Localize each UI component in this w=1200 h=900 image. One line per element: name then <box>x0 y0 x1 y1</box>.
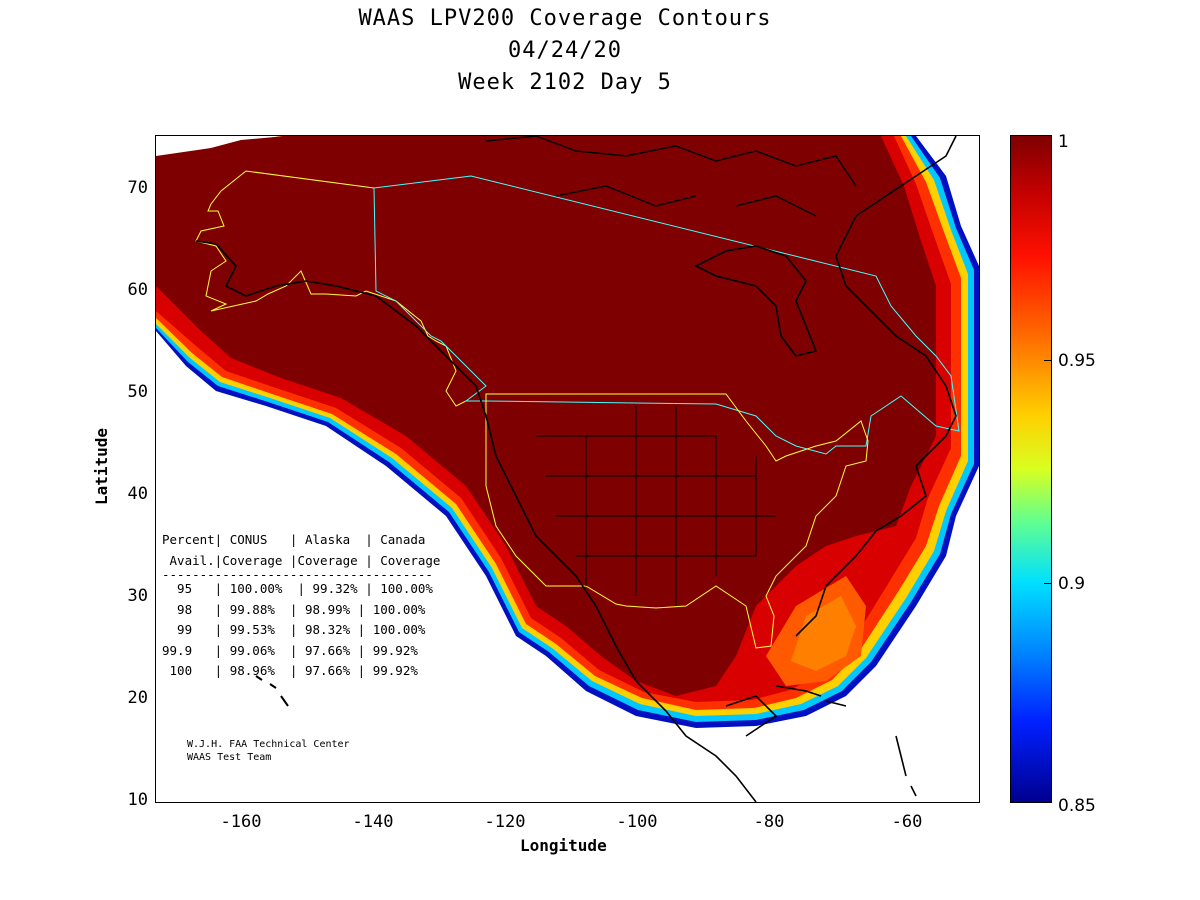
chart-week: Week 2102 Day 5 <box>458 70 672 95</box>
table-row: 98 | 99.88% | 98.99% | 100.00% <box>162 601 426 617</box>
coverage-map <box>156 136 979 802</box>
coastline-north-america <box>195 136 957 802</box>
colorbar-tick-label: 1 <box>1058 132 1069 152</box>
y-tick-label: 20 <box>127 688 148 708</box>
x-tick-label: -140 <box>352 812 394 832</box>
chart-title: WAAS LPV200 Coverage Contours <box>358 6 772 31</box>
y-tick-label: 30 <box>127 586 148 606</box>
table-header: Avail.|Coverage |Coverage | Coverage <box>162 552 441 568</box>
x-tick-label: -120 <box>484 812 526 832</box>
table-row: 100 | 98.96% | 97.66% | 99.92% <box>162 663 418 678</box>
y-tick-label: 70 <box>127 178 148 198</box>
chart-date: 04/24/20 <box>508 38 622 63</box>
x-tick-label: -100 <box>616 812 658 832</box>
table-row: 95 | 100.00% | 99.32% | 100.00% <box>162 581 433 596</box>
y-tick-label: 40 <box>127 484 148 504</box>
coverage-table: Percent| CONUS | Alaska | Canada Avail.|… <box>162 530 440 682</box>
table-rule: ------------------------------------ <box>162 571 433 579</box>
table-row: 99.9 | 99.06% | 97.66% | 99.92% <box>162 642 418 658</box>
credit-line: W.J.H. FAA Technical Center <box>187 739 350 750</box>
table-row: 99 | 99.53% | 98.32% | 100.00% <box>162 622 426 637</box>
coastline-hudson-bay <box>694 245 818 357</box>
caribbean-islands <box>775 685 917 797</box>
y-tick-label: 60 <box>127 280 148 300</box>
hawaii-islands <box>255 675 289 707</box>
credit-line: WAAS Test Team <box>187 752 272 763</box>
colorbar-tick-label: 0.95 <box>1058 351 1096 371</box>
y-tick-label: 50 <box>127 382 148 402</box>
x-axis-label: Longitude <box>520 836 607 855</box>
y-tick-label: 10 <box>127 790 148 810</box>
alaska-boundary <box>195 170 467 407</box>
credit-text: W.J.H. FAA Technical Center WAAS Test Tea… <box>187 738 350 764</box>
conus-boundary <box>485 393 869 649</box>
contour-patch-atlantic-inner <box>791 596 856 671</box>
map-plot-area <box>155 135 980 803</box>
state-borders <box>536 406 776 606</box>
colorbar-tick-mark <box>1044 360 1051 361</box>
x-tick-label: -80 <box>753 812 785 832</box>
colorbar-tick-label: 0.9 <box>1058 574 1086 594</box>
x-tick-label: -160 <box>220 812 262 832</box>
colorbar <box>1010 135 1052 803</box>
canada-boundary <box>373 175 960 455</box>
x-tick-label: -60 <box>891 812 923 832</box>
colorbar-tick-mark <box>1044 583 1051 584</box>
table-header: Percent| CONUS | Alaska | Canada <box>162 532 426 547</box>
colorbar-tick-label: 0.85 <box>1058 796 1096 816</box>
y-axis-label: Latitude <box>92 427 111 505</box>
coastline-arctic-islands <box>485 136 857 217</box>
